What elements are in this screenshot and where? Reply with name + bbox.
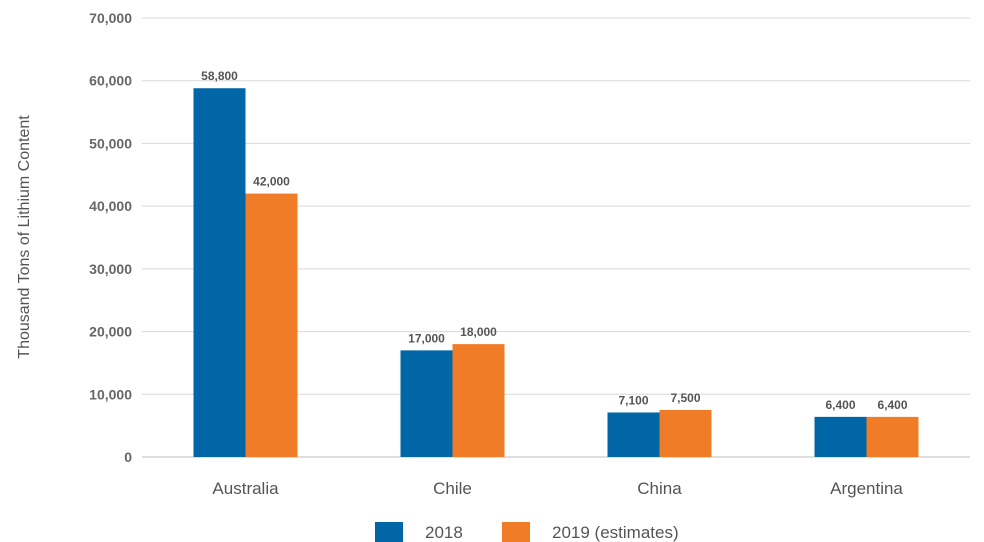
bar-china-series1 [607, 412, 660, 457]
x-category-label: Chile [433, 479, 472, 498]
x-category-label: China [637, 479, 682, 498]
y-tick-label: 30,000 [89, 261, 132, 277]
y-tick-label: 10,000 [89, 386, 132, 402]
y-tick-label: 70,000 [89, 10, 132, 26]
bar-chile-series2 [452, 344, 505, 457]
bar-argentina-series2 [866, 416, 919, 457]
data-label: 58,800 [201, 69, 238, 83]
y-tick-label: 0 [124, 449, 132, 465]
data-label: 18,000 [460, 325, 497, 339]
data-label: 7,500 [670, 391, 700, 405]
y-axis-ticks: 0 10,000 20,000 30,000 40,000 50,000 60,000 70,… [89, 10, 132, 465]
data-label: 6,400 [877, 398, 907, 412]
bar-china-series2 [659, 409, 712, 457]
legend-label: 2018 [425, 523, 463, 542]
data-label: 6,400 [825, 398, 855, 412]
y-axis-title: Thousand Tons of Lithium Content [16, 115, 33, 359]
x-category-label: Australia [212, 479, 279, 498]
bar-chile-series1 [400, 350, 453, 457]
bar-argentina-series1 [814, 416, 867, 457]
x-category-label: Argentina [830, 479, 903, 498]
legend-swatch [375, 522, 403, 542]
legend-label: 2019 (estimates) [552, 523, 679, 542]
y-tick-label: 20,000 [89, 324, 132, 340]
data-labels: 58,800 42,000 17,000 18,000 7,100 7,500 6,400 6… [201, 69, 908, 412]
data-label: 17,000 [408, 331, 445, 345]
legend: 2018 2019 (estimates) [375, 522, 679, 542]
bar-australia-series2 [245, 193, 298, 457]
bars [193, 88, 919, 458]
data-label: 7,100 [618, 393, 648, 407]
y-tick-label: 50,000 [89, 135, 132, 151]
bar-australia-series1 [193, 88, 246, 458]
x-axis-categories: Australia Chile China Argentina [212, 479, 903, 498]
y-tick-label: 40,000 [89, 198, 132, 214]
data-label: 42,000 [253, 175, 290, 189]
y-tick-label: 60,000 [89, 73, 132, 89]
legend-swatch [502, 522, 530, 542]
